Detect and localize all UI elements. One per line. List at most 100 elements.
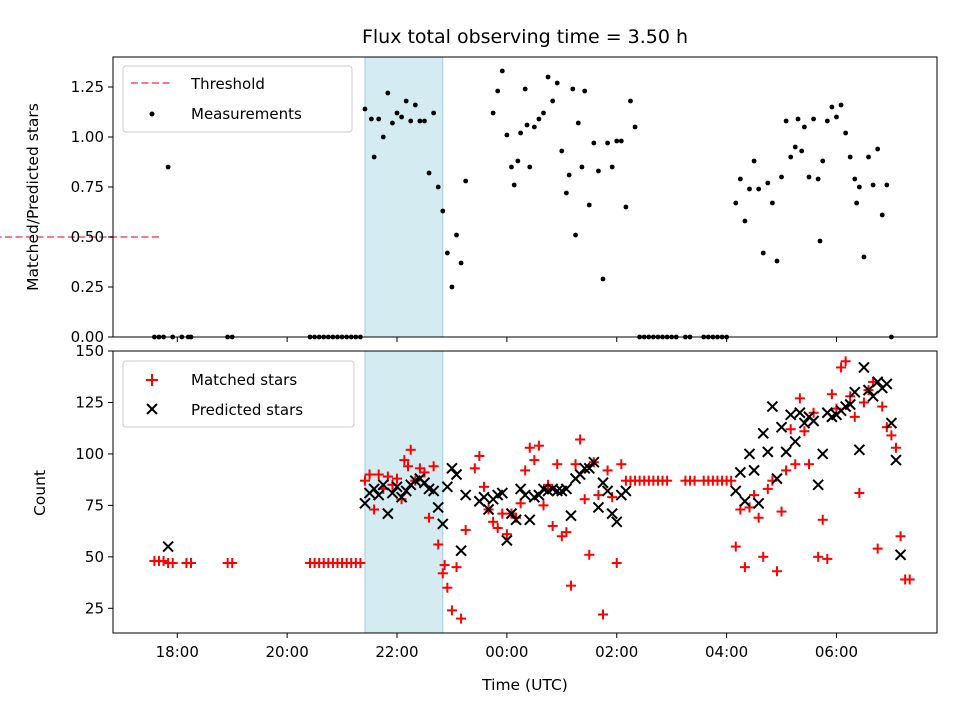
count-points: [149, 356, 915, 624]
predicted-star-point: [794, 407, 806, 419]
measurement-points: [151, 68, 894, 340]
measurement-point: [866, 154, 871, 160]
matched-star-point: [538, 500, 549, 511]
measurement-point: [579, 164, 585, 170]
predicted-star-point: [734, 466, 747, 479]
matched-star-point: [895, 531, 906, 542]
measurement-point: [515, 158, 521, 164]
predicted-star-point: [597, 477, 609, 489]
measurement-point: [362, 106, 368, 112]
x-axis-label: Time (UTC): [481, 676, 568, 694]
y-tick-label: 125: [75, 393, 104, 411]
measurement-point: [596, 168, 601, 174]
matched-star-point: [478, 481, 489, 492]
legend-matched-swatch: [146, 374, 158, 386]
matched-star-point: [399, 455, 410, 466]
matched-star-point: [662, 475, 673, 486]
predicted-star-point: [853, 444, 866, 456]
measurement-point: [563, 190, 569, 196]
predicted-star-point: [514, 483, 527, 495]
star-count-panel: 25 50 75 100 125 150 18:00 20:00 22:00 00:00 02:0…: [31, 342, 938, 694]
measurement-point: [861, 254, 867, 260]
matched-star-point: [584, 549, 595, 560]
measurement-point: [817, 238, 823, 244]
matched-star-point: [739, 562, 750, 573]
legend-threshold-label: Threshold: [190, 75, 265, 93]
predicted-star-point: [505, 507, 518, 520]
measurement-point: [820, 158, 826, 164]
matched-star-point: [167, 558, 178, 569]
matched-star-point: [433, 539, 444, 550]
measurement-point: [426, 170, 432, 176]
matched-star-point: [602, 465, 613, 476]
matched-star-point: [886, 430, 897, 441]
measurement-point: [737, 176, 743, 182]
predicted-star-point: [752, 497, 765, 510]
matched-star-point: [428, 461, 439, 472]
y-tick-label: 0.50: [71, 228, 104, 246]
measurement-point: [847, 154, 853, 160]
measurement-point: [856, 184, 862, 190]
measurement-point: [536, 116, 542, 122]
measurement-point: [774, 258, 780, 264]
measurement-point: [575, 120, 581, 126]
y-tick-label: 150: [75, 342, 104, 360]
measurement-point: [824, 118, 830, 124]
matched-star-point: [186, 558, 197, 569]
measurement-point: [499, 68, 505, 74]
measurement-point: [582, 88, 588, 94]
matched-star-point: [611, 558, 622, 569]
legend-predicted-label: Predicted stars: [191, 401, 303, 419]
measurement-point: [376, 116, 382, 122]
predicted-star-point: [496, 487, 509, 499]
matched-star-point: [836, 362, 847, 373]
measurement-point: [545, 74, 551, 80]
predicted-star-point: [524, 514, 536, 526]
measurement-point: [623, 204, 629, 210]
predicted-star-point: [739, 495, 751, 507]
measurement-point: [541, 110, 546, 116]
measurement-point: [591, 140, 597, 146]
matched-star-point: [817, 514, 828, 525]
matched-star-point: [785, 424, 796, 435]
predicted-star-point: [551, 485, 563, 497]
matched-star-point: [442, 582, 453, 593]
measurement-point: [417, 118, 423, 124]
top-legend-box: [122, 65, 353, 133]
matched-star-point: [593, 490, 604, 501]
measurement-point: [440, 208, 446, 214]
x-tick-label: 20:00: [266, 643, 309, 661]
matched-star-point: [726, 475, 737, 486]
matched-star-point: [547, 520, 558, 531]
measurement-point: [368, 116, 374, 122]
matched-star-point: [469, 463, 480, 474]
matched-star-point: [561, 527, 572, 538]
predicted-star-point: [162, 540, 174, 553]
predicted-star-point: [871, 376, 884, 388]
x-tick-label: 02:00: [595, 643, 638, 661]
predicted-star-point: [437, 518, 449, 530]
predicted-star-point: [784, 409, 797, 421]
matched-star-point: [598, 609, 609, 620]
predicted-star-point: [578, 462, 591, 475]
measurement-point: [463, 178, 469, 184]
matched-star-point: [579, 494, 590, 505]
predicted-star-point: [432, 501, 444, 514]
matched-star-point: [419, 467, 430, 478]
matched-star-point: [794, 393, 805, 404]
predicted-star-point: [730, 485, 742, 497]
legend-matched-label: Matched stars: [191, 371, 297, 389]
measurement-point: [165, 164, 171, 170]
predicted-star-point: [368, 483, 380, 495]
matched-star-point: [822, 553, 833, 564]
predicted-star-point: [455, 544, 467, 557]
measurement-point: [408, 118, 414, 124]
y-tick-label: 100: [75, 445, 104, 463]
predicted-star-point: [519, 489, 531, 501]
measurement-point: [799, 148, 805, 154]
matched-star-point: [524, 442, 535, 453]
predicted-star-point: [395, 491, 408, 503]
predicted-star-point: [775, 421, 788, 433]
bottom-axes-frame: [112, 350, 938, 634]
